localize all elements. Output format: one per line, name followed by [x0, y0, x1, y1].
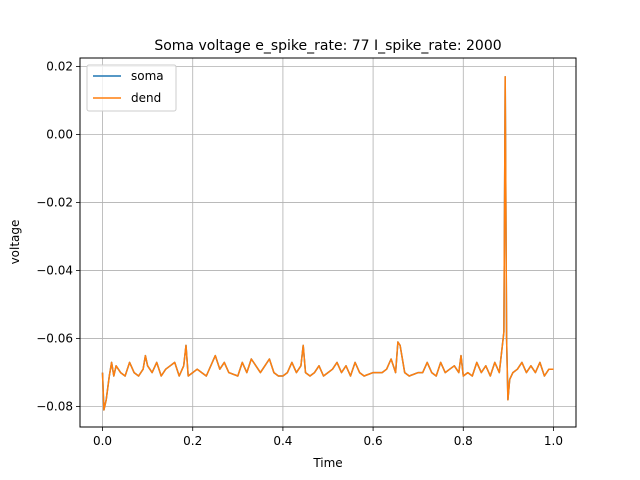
- y-tick-label: −0.04: [36, 264, 73, 278]
- x-tick-label: 0.2: [183, 434, 202, 448]
- x-axis-ticks: 0.0 0.2 0.4 0.6 0.8 1.0: [93, 427, 563, 448]
- x-tick-label: 0.0: [93, 434, 112, 448]
- x-tick-label: 0.6: [364, 434, 383, 448]
- chart-title: Soma voltage e_spike_rate: 77 I_spike_ra…: [154, 38, 501, 54]
- series-lines: [101, 75, 554, 411]
- grid: [80, 58, 576, 427]
- x-tick-label: 0.4: [273, 434, 292, 448]
- y-axis-label: voltage: [8, 220, 22, 265]
- y-tick-label: −0.02: [36, 196, 73, 210]
- x-tick-label: 1.0: [544, 434, 563, 448]
- legend-label-dend: dend: [131, 91, 161, 105]
- y-tick-label: −0.06: [36, 332, 73, 346]
- x-axis-label: Time: [312, 456, 342, 470]
- legend: soma dend: [86, 64, 177, 112]
- y-tick-label: 0.02: [46, 60, 73, 74]
- y-tick-label: 0.00: [46, 128, 73, 142]
- legend-label-soma: soma: [131, 69, 164, 83]
- y-tick-label: −0.08: [36, 400, 73, 414]
- y-axis-ticks: 0.02 0.00 −0.02 −0.04 −0.06 −0.08: [36, 60, 80, 414]
- plot-frame: [79, 57, 577, 428]
- series-line-soma: [101, 75, 554, 411]
- x-tick-label: 0.8: [454, 434, 473, 448]
- series-line-dend: [101, 75, 554, 411]
